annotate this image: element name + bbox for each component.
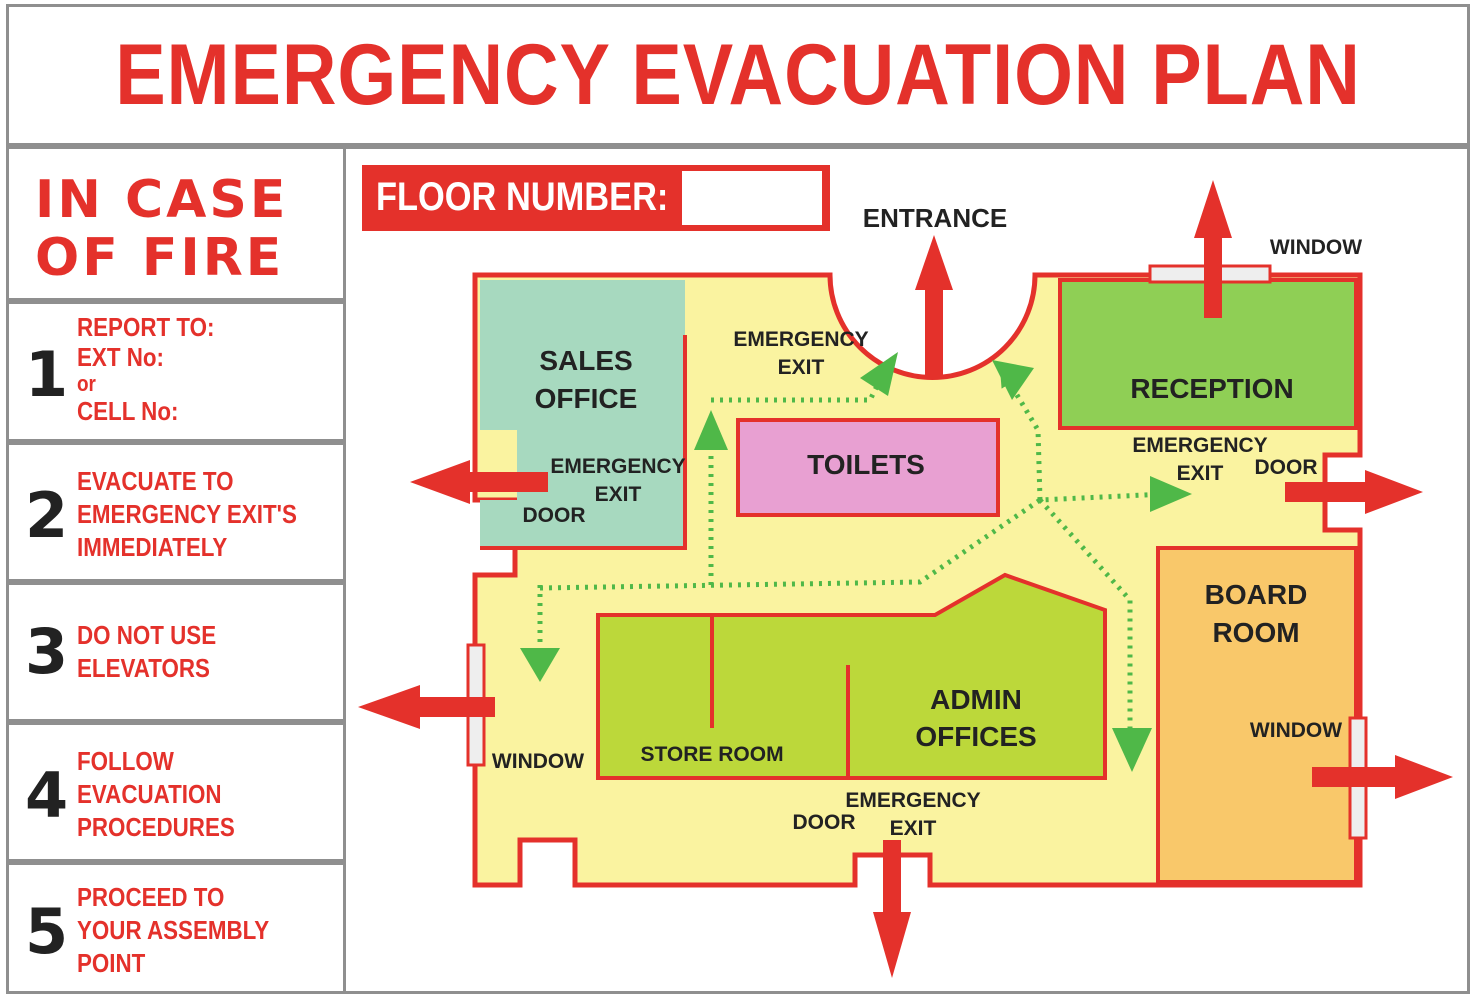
step-5: 5 PROCEED TO YOUR ASSEMBLY POINT	[6, 862, 346, 994]
step-line: FOLLOW	[77, 746, 174, 776]
step-line: PROCEDURES	[77, 812, 235, 842]
toilets-label: TOILETS	[807, 449, 925, 480]
step-line: ELEVATORS	[77, 653, 210, 683]
window-label-top: WINDOW	[1270, 236, 1362, 259]
entrance-label: ENTRANCE	[863, 203, 1007, 233]
admin-offices-label-2: OFFICES	[915, 721, 1036, 752]
exit-label-sales: EXIT	[595, 483, 642, 506]
sales-office-label-1: SALES	[539, 345, 632, 376]
door-label-reception: DOOR	[1255, 456, 1318, 479]
floor-number-label: FLOOR NUMBER:	[376, 175, 669, 219]
step-text: EVACUATE TO EMERGENCY EXIT'S IMMEDIATELY	[77, 465, 297, 564]
step-line: POINT	[77, 948, 146, 978]
step-3: 3 DO NOT USE ELEVATORS	[6, 582, 346, 722]
step-text: PROCEED TO YOUR ASSEMBLY POINT	[77, 881, 269, 980]
title-bar: EMERGENCY EVACUATION PLAN	[6, 4, 1470, 146]
step-line: YOUR ASSEMBLY	[77, 915, 270, 945]
step-line: EVACUATION	[77, 779, 222, 809]
door-label-sales: DOOR	[523, 504, 586, 527]
floor-number-box: FLOOR NUMBER:	[362, 165, 830, 231]
step-line: EMERGENCY EXIT'S	[77, 499, 297, 529]
board-room-label-1: BOARD	[1205, 579, 1308, 610]
admin-offices-label-1: ADMIN	[930, 684, 1022, 715]
step-text: FOLLOW EVACUATION PROCEDURES	[77, 745, 235, 844]
exit-label-bottom: EXIT	[890, 817, 937, 840]
step-number: 2	[25, 479, 69, 552]
window-label-right: WINDOW	[1250, 719, 1342, 742]
step-line: EVACUATE TO	[77, 466, 234, 496]
step-2: 2 EVACUATE TO EMERGENCY EXIT'S IMMEDIATE…	[6, 442, 346, 582]
board-room	[1156, 546, 1358, 884]
step-line: REPORT TO:	[77, 312, 215, 342]
fire-heading: IN CASE OF FIRE	[35, 171, 288, 287]
arrow-top-window	[1194, 180, 1232, 318]
arrow-right-door	[1285, 470, 1423, 514]
sales-office-label-2: OFFICE	[535, 383, 638, 414]
step-line: DO NOT USE	[77, 620, 217, 650]
emergency-label-sales: EMERGENCY	[550, 455, 685, 478]
fire-heading-box: IN CASE OF FIRE	[6, 146, 346, 301]
step-line: or	[77, 371, 96, 396]
fire-heading-line1: IN CASE	[35, 170, 289, 230]
exit-label-top: EXIT	[778, 356, 825, 379]
arrow-entrance	[915, 235, 953, 375]
step-1: 1 REPORT TO: EXT No: or CELL No:	[6, 301, 346, 442]
window-label-left: WINDOW	[492, 750, 584, 773]
step-line: EXT No:	[77, 342, 164, 372]
step-number: 5	[25, 895, 69, 968]
step-line: IMMEDIATELY	[77, 532, 228, 562]
toilets-room	[736, 418, 1000, 517]
step-line: PROCEED TO	[77, 882, 225, 912]
step-4: 4 FOLLOW EVACUATION PROCEDURES	[6, 722, 346, 862]
step-number: 1	[25, 338, 69, 411]
door-label-bottom: DOOR	[793, 811, 856, 834]
step-line: CELL No:	[77, 396, 179, 426]
arrow-bottom-door	[873, 840, 911, 978]
step-text: REPORT TO: EXT No: or CELL No:	[77, 312, 214, 426]
emergency-label-reception: EMERGENCY	[1132, 434, 1267, 457]
fire-heading-line2: OF FIRE	[35, 228, 285, 288]
arrow-left-door	[410, 460, 548, 504]
page-title: EMERGENCY EVACUATION PLAN	[115, 27, 1361, 123]
board-room-label-2: ROOM	[1212, 617, 1299, 648]
arrow-right-window	[1312, 755, 1453, 799]
reception-label: RECEPTION	[1130, 373, 1293, 404]
route-arrowheads	[520, 352, 1192, 772]
step-number: 4	[25, 759, 69, 832]
exit-label-reception: EXIT	[1177, 462, 1224, 485]
emergency-label-bottom: EMERGENCY	[845, 789, 980, 812]
emergency-label-top: EMERGENCY	[733, 328, 868, 351]
step-number: 3	[25, 615, 69, 688]
arrow-left-window	[358, 685, 495, 729]
exit-arrows	[358, 180, 1453, 978]
store-room-label: STORE ROOM	[640, 743, 783, 766]
admin-offices-room	[596, 572, 1107, 780]
step-text: DO NOT USE ELEVATORS	[77, 619, 216, 685]
floor-number-field[interactable]	[682, 171, 822, 225]
